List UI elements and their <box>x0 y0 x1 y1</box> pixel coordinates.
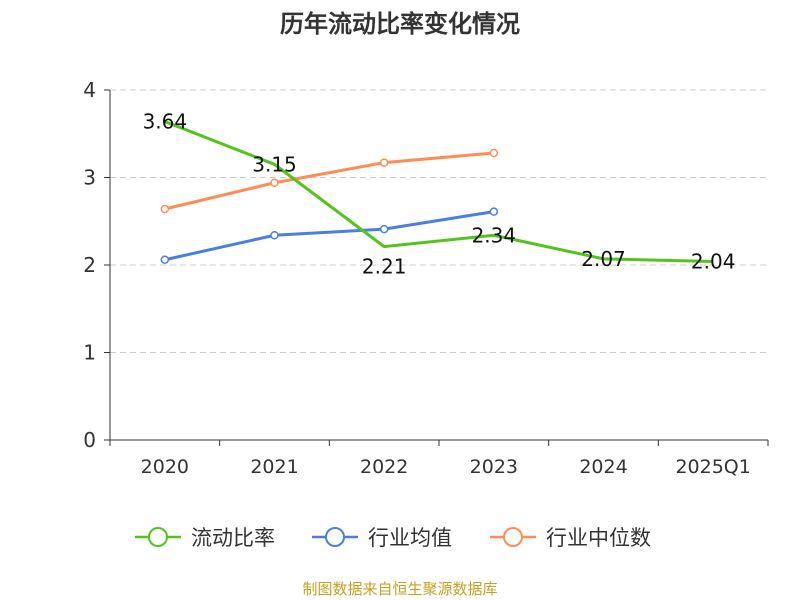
y-tick-label: 3 <box>83 166 96 190</box>
legend-item: 行业中位数 <box>490 526 651 550</box>
data-point <box>489 207 499 216</box>
legend-label: 流动比率 <box>191 526 275 550</box>
y-tick-label: 0 <box>83 428 96 452</box>
legend-label: 行业中位数 <box>546 526 651 550</box>
legend-marker-icon <box>503 527 523 547</box>
series-line-行业均值 <box>164 210 495 262</box>
x-tick-label: 2020 <box>141 456 189 478</box>
data-point <box>160 204 170 214</box>
data-label: 2.34 <box>472 223 517 247</box>
data-label: 2.21 <box>362 255 407 279</box>
data-point <box>379 224 389 234</box>
data-label: 2.04 <box>691 250 736 274</box>
x-tick-label: 2025Q1 <box>675 456 750 478</box>
data-point <box>270 231 279 240</box>
y-tick-label: 1 <box>83 341 96 365</box>
series-line-流动比率 <box>164 120 714 263</box>
y-tick-label: 4 <box>83 78 96 102</box>
data-label: 3.15 <box>252 152 297 176</box>
y-tick-label: 2 <box>83 253 96 277</box>
legend-item: 流动比率 <box>135 526 275 550</box>
x-tick-label: 2023 <box>470 456 518 478</box>
data-label: 2.07 <box>581 247 626 271</box>
data-point <box>379 158 389 167</box>
data-point <box>160 255 170 264</box>
chart-title: 历年流动比率变化情况 <box>280 10 520 38</box>
series-line-行业中位数 <box>164 151 494 211</box>
legend-label: 行业均值 <box>368 526 452 550</box>
legend-marker-icon <box>325 527 345 547</box>
data-point <box>270 178 279 187</box>
data-label: 3.64 <box>143 110 188 134</box>
x-tick-label: 2021 <box>250 456 298 478</box>
x-tick-label: 2024 <box>579 456 627 478</box>
legend-marker-icon <box>148 527 168 547</box>
data-point <box>489 148 499 158</box>
x-tick-label: 2022 <box>360 456 408 478</box>
footer-source: 制图数据来自恒生聚源数据库 <box>302 580 497 598</box>
legend-item: 行业均值 <box>312 526 452 550</box>
